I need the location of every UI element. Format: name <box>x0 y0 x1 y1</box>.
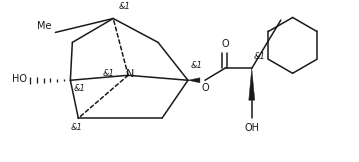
Text: &1: &1 <box>254 52 266 61</box>
Text: &1: &1 <box>102 69 114 78</box>
Text: &1: &1 <box>191 61 203 70</box>
Polygon shape <box>188 78 200 83</box>
Text: OH: OH <box>244 123 259 133</box>
Text: HO: HO <box>13 74 28 84</box>
Text: O: O <box>201 83 209 93</box>
Text: Me: Me <box>37 21 51 31</box>
Text: &1: &1 <box>70 123 82 132</box>
Text: &1: &1 <box>73 84 85 93</box>
Text: N: N <box>126 69 134 79</box>
Polygon shape <box>249 68 255 100</box>
Text: O: O <box>221 39 229 49</box>
Text: &1: &1 <box>118 2 130 12</box>
